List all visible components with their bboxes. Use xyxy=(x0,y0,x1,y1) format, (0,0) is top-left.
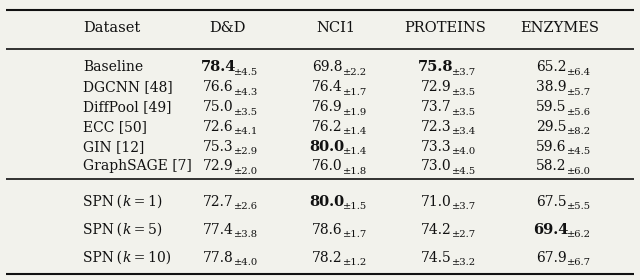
Text: PROTEINS: PROTEINS xyxy=(404,21,486,35)
Text: ECC [50]: ECC [50] xyxy=(83,120,147,134)
Text: 75.0: 75.0 xyxy=(203,100,234,114)
Text: GIN [12]: GIN [12] xyxy=(83,140,145,154)
Text: 76.6: 76.6 xyxy=(203,80,234,94)
Text: 76.0: 76.0 xyxy=(312,160,342,174)
Text: ±2.7: ±2.7 xyxy=(452,230,476,239)
Text: 69.8: 69.8 xyxy=(312,60,342,74)
Text: 71.0: 71.0 xyxy=(420,195,451,209)
Text: ±6.2: ±6.2 xyxy=(567,230,591,239)
Text: ±4.3: ±4.3 xyxy=(234,88,258,97)
Text: 73.3: 73.3 xyxy=(420,140,451,154)
Text: ±1.4: ±1.4 xyxy=(343,127,367,136)
Text: ±1.4: ±1.4 xyxy=(343,147,367,156)
Text: ±4.0: ±4.0 xyxy=(452,147,476,156)
Text: = 1): = 1) xyxy=(131,195,162,209)
Text: NCI1: NCI1 xyxy=(317,21,355,35)
Text: ±3.7: ±3.7 xyxy=(452,68,476,77)
Text: ±3.8: ±3.8 xyxy=(234,230,258,239)
Text: 76.9: 76.9 xyxy=(312,100,342,114)
Text: 75.3: 75.3 xyxy=(203,140,234,154)
Text: = 5): = 5) xyxy=(131,223,162,237)
Text: 75.8: 75.8 xyxy=(418,60,454,74)
Text: DiffPool [49]: DiffPool [49] xyxy=(83,100,172,114)
Text: Dataset: Dataset xyxy=(83,21,140,35)
Text: 59.5: 59.5 xyxy=(536,100,566,114)
Text: ±2.6: ±2.6 xyxy=(234,202,258,211)
Text: 73.0: 73.0 xyxy=(420,160,451,174)
Text: 58.2: 58.2 xyxy=(536,160,566,174)
Text: ±3.7: ±3.7 xyxy=(452,202,476,211)
Text: ±1.5: ±1.5 xyxy=(343,202,367,211)
Text: ±1.7: ±1.7 xyxy=(343,230,367,239)
Text: DGCNN [48]: DGCNN [48] xyxy=(83,80,173,94)
Text: 65.2: 65.2 xyxy=(536,60,566,74)
Text: ±3.5: ±3.5 xyxy=(234,108,258,116)
Text: 76.4: 76.4 xyxy=(312,80,342,94)
Text: 80.0: 80.0 xyxy=(310,140,345,154)
Text: Baseline: Baseline xyxy=(83,60,143,74)
Text: ±1.9: ±1.9 xyxy=(343,108,367,116)
Text: ENZYMES: ENZYMES xyxy=(520,21,600,35)
Text: ±4.5: ±4.5 xyxy=(452,167,476,176)
Text: SPN (: SPN ( xyxy=(83,251,122,265)
Text: 29.5: 29.5 xyxy=(536,120,566,134)
Text: ±6.0: ±6.0 xyxy=(567,167,591,176)
Text: ±6.7: ±6.7 xyxy=(567,258,591,267)
Text: ±1.7: ±1.7 xyxy=(343,88,367,97)
Text: ±4.0: ±4.0 xyxy=(234,258,258,267)
Text: ±3.5: ±3.5 xyxy=(452,108,476,116)
Text: 76.2: 76.2 xyxy=(312,120,342,134)
Text: 74.5: 74.5 xyxy=(420,251,451,265)
Text: 67.9: 67.9 xyxy=(536,251,566,265)
Text: ±6.4: ±6.4 xyxy=(567,68,591,77)
Text: = 10): = 10) xyxy=(131,251,171,265)
Text: 78.6: 78.6 xyxy=(312,223,342,237)
Text: 77.4: 77.4 xyxy=(203,223,234,237)
Text: GraphSAGE [7]: GraphSAGE [7] xyxy=(83,160,192,174)
Text: 80.0: 80.0 xyxy=(310,195,345,209)
Text: ±3.5: ±3.5 xyxy=(452,88,476,97)
Text: 72.9: 72.9 xyxy=(203,160,234,174)
Text: ±4.1: ±4.1 xyxy=(234,127,259,136)
Text: 38.9: 38.9 xyxy=(536,80,566,94)
Text: 72.3: 72.3 xyxy=(420,120,451,134)
Text: 72.7: 72.7 xyxy=(203,195,234,209)
Text: k: k xyxy=(122,195,131,209)
Text: ±2.9: ±2.9 xyxy=(234,147,258,156)
Text: 78.2: 78.2 xyxy=(312,251,342,265)
Text: D&D: D&D xyxy=(209,21,246,35)
Text: 72.9: 72.9 xyxy=(420,80,451,94)
Text: 77.8: 77.8 xyxy=(203,251,234,265)
Text: ±3.4: ±3.4 xyxy=(452,127,476,136)
Text: ±2.2: ±2.2 xyxy=(343,68,367,77)
Text: ±5.7: ±5.7 xyxy=(567,88,591,97)
Text: ±8.2: ±8.2 xyxy=(567,127,591,136)
Text: SPN (: SPN ( xyxy=(83,223,122,237)
Text: k: k xyxy=(122,223,131,237)
Text: 73.7: 73.7 xyxy=(420,100,451,114)
Text: 69.4: 69.4 xyxy=(533,223,569,237)
Text: ±3.2: ±3.2 xyxy=(452,258,476,267)
Text: ±4.5: ±4.5 xyxy=(567,147,591,156)
Text: ±4.5: ±4.5 xyxy=(234,68,258,77)
Text: 67.5: 67.5 xyxy=(536,195,566,209)
Text: ±2.0: ±2.0 xyxy=(234,167,258,176)
Text: k: k xyxy=(122,251,131,265)
Text: 59.6: 59.6 xyxy=(536,140,566,154)
Text: 72.6: 72.6 xyxy=(203,120,234,134)
Text: ±1.2: ±1.2 xyxy=(343,258,367,267)
Text: 74.2: 74.2 xyxy=(420,223,451,237)
Text: ±5.6: ±5.6 xyxy=(567,108,591,116)
Text: ±5.5: ±5.5 xyxy=(567,202,591,211)
Text: SPN (: SPN ( xyxy=(83,195,122,209)
Text: 78.4: 78.4 xyxy=(200,60,236,74)
Text: ±1.8: ±1.8 xyxy=(343,167,367,176)
